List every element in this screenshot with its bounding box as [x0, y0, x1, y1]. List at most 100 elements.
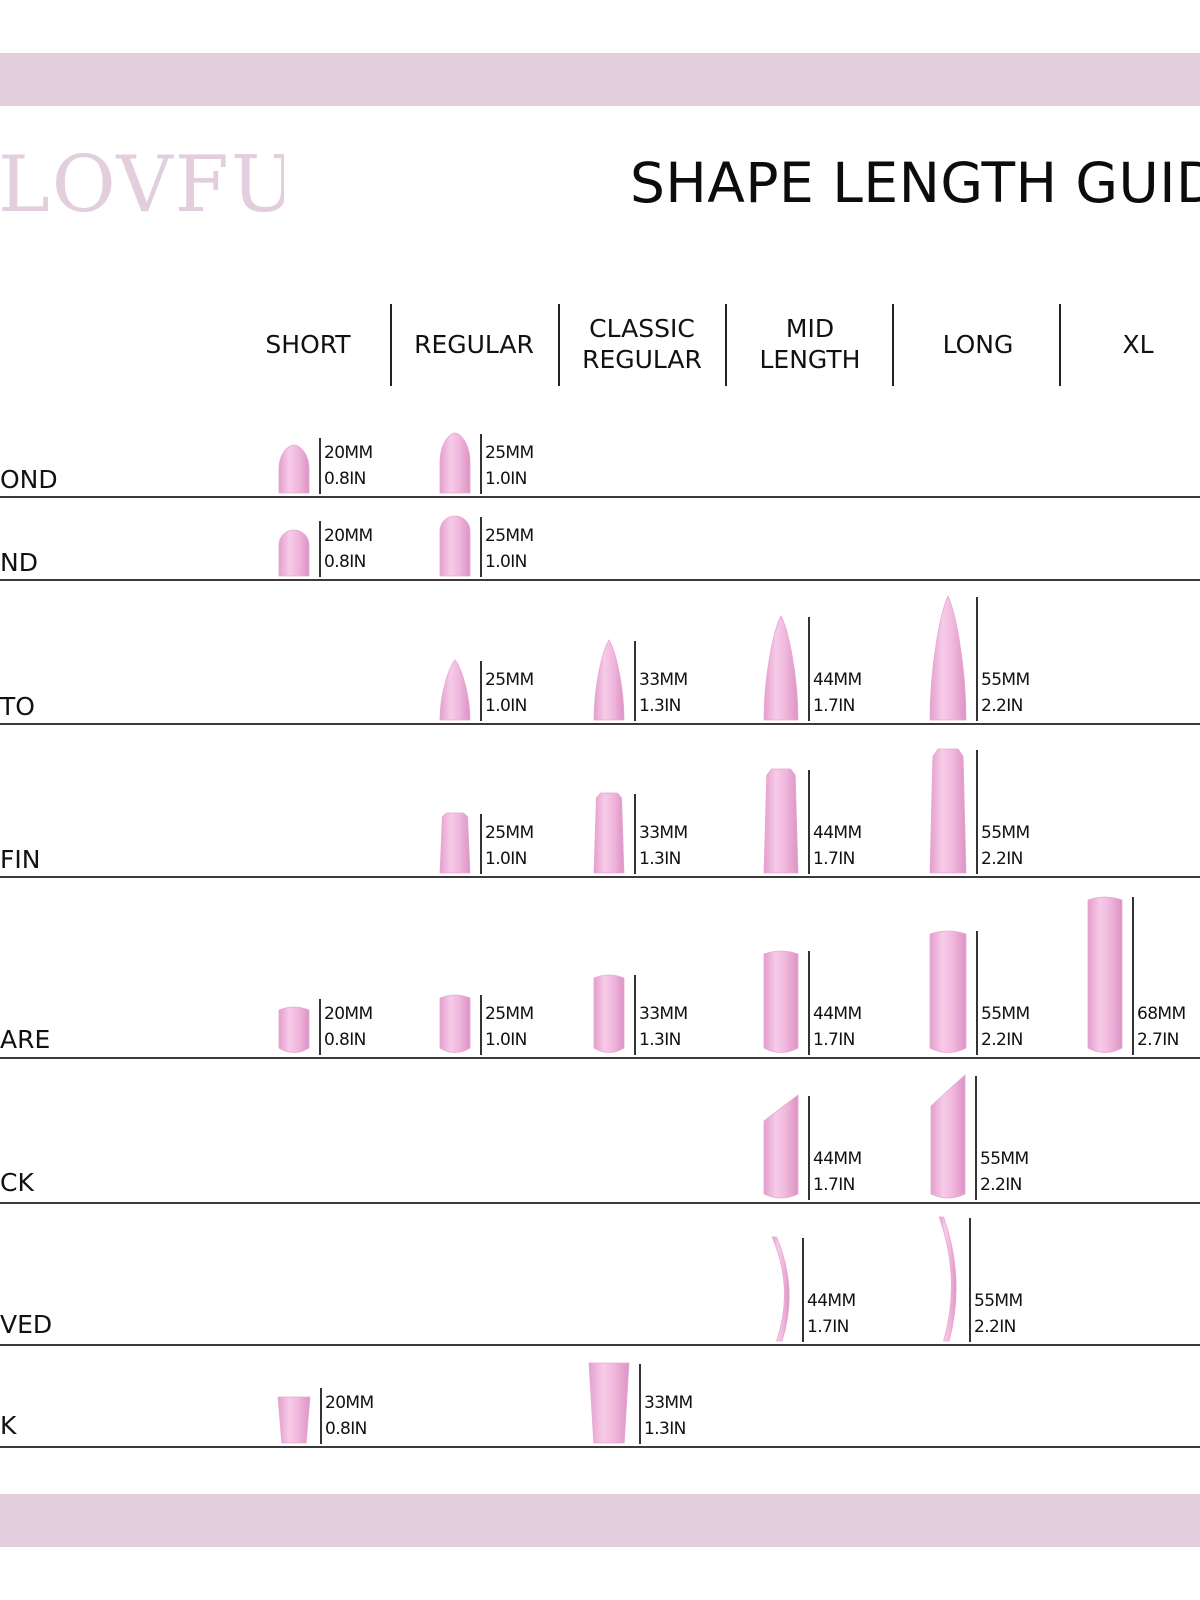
length-tick	[808, 951, 810, 1055]
length-tick	[808, 770, 810, 874]
row-divider	[0, 723, 1200, 725]
size-mm: 55MM	[981, 823, 1030, 843]
size-in: 1.7IN	[813, 1030, 855, 1050]
top-decor-band	[0, 53, 1200, 106]
row-divider	[0, 1446, 1200, 1448]
nail-round-icon	[278, 529, 310, 577]
row-label-curved: VED	[0, 1310, 53, 1339]
length-tick	[634, 975, 636, 1055]
nail-slanted-icon	[930, 1074, 966, 1199]
size-mm: 20MM	[324, 526, 373, 546]
size-mm: 55MM	[981, 670, 1030, 690]
length-tick	[808, 617, 810, 721]
nail-tapered-icon	[588, 1362, 630, 1444]
nail-round-icon	[439, 515, 471, 577]
length-tick	[639, 1364, 641, 1444]
size-mm: 44MM	[813, 670, 862, 690]
length-tick	[319, 438, 321, 494]
row-divider	[0, 1202, 1200, 1204]
nail-slanted-icon	[763, 1094, 799, 1199]
size-mm: 25MM	[485, 526, 534, 546]
size-in: 2.2IN	[981, 849, 1023, 869]
size-in: 1.3IN	[639, 849, 681, 869]
size-in: 2.7IN	[1137, 1030, 1179, 1050]
size-mm: 55MM	[974, 1291, 1023, 1311]
length-tick	[634, 794, 636, 874]
length-tick	[480, 517, 482, 577]
size-in: 2.2IN	[981, 1030, 1023, 1050]
size-mm: 25MM	[485, 1004, 534, 1024]
brand-logo-mark: LOVFUL	[0, 140, 350, 230]
size-mm: 20MM	[324, 443, 373, 463]
row-label-almond: OND	[0, 465, 58, 494]
nail-almond-icon	[439, 432, 471, 494]
length-tick	[480, 434, 482, 494]
size-mm: 33MM	[644, 1393, 693, 1413]
nail-square-icon	[278, 1006, 310, 1053]
column-divider	[558, 304, 560, 386]
nail-square-icon	[763, 950, 799, 1053]
size-in: 0.8IN	[324, 552, 366, 572]
row-divider	[0, 579, 1200, 581]
brand-logo: LOVFUL	[0, 118, 350, 236]
length-tick	[969, 1218, 971, 1342]
row-divider	[0, 496, 1200, 498]
size-mm: 25MM	[485, 670, 534, 690]
row-label-tapered: K	[0, 1411, 17, 1440]
nail-square-icon	[1087, 896, 1123, 1053]
row-label-square: ARE	[0, 1025, 51, 1054]
size-in: 1.3IN	[639, 1030, 681, 1050]
nail-coffin-icon	[929, 748, 967, 874]
nail-curved-icon	[771, 1236, 790, 1342]
column-header: LONG	[942, 329, 1014, 359]
nail-square-icon	[929, 930, 967, 1053]
nail-stiletto-icon	[929, 595, 967, 721]
size-in: 1.7IN	[813, 849, 855, 869]
length-tick	[1132, 897, 1134, 1055]
size-mm: 20MM	[325, 1393, 374, 1413]
nail-almond-icon	[278, 444, 310, 494]
nail-tapered-icon	[277, 1396, 311, 1444]
row-label-coffin: FIN	[0, 845, 41, 874]
column-header: CLASSIC REGULAR	[582, 314, 702, 374]
size-mm: 44MM	[813, 1149, 862, 1169]
size-in: 2.2IN	[974, 1317, 1016, 1337]
size-mm: 33MM	[639, 823, 688, 843]
size-mm: 55MM	[980, 1149, 1029, 1169]
size-in: 1.0IN	[485, 696, 527, 716]
size-in: 1.3IN	[644, 1419, 686, 1439]
size-in: 0.8IN	[325, 1419, 367, 1439]
size-in: 1.0IN	[485, 552, 527, 572]
size-in: 1.7IN	[807, 1317, 849, 1337]
length-tick	[480, 814, 482, 874]
size-in: 1.3IN	[639, 696, 681, 716]
nail-curved-icon	[938, 1216, 957, 1342]
length-tick	[975, 1076, 977, 1200]
row-divider	[0, 1057, 1200, 1059]
column-divider	[390, 304, 392, 386]
nail-square-icon	[593, 974, 625, 1053]
nail-stiletto-icon	[439, 659, 471, 721]
size-in: 0.8IN	[324, 469, 366, 489]
size-mm: 68MM	[1137, 1004, 1186, 1024]
length-tick	[802, 1238, 804, 1342]
size-mm: 33MM	[639, 1004, 688, 1024]
size-mm: 55MM	[981, 1004, 1030, 1024]
size-in: 2.2IN	[981, 696, 1023, 716]
size-mm: 25MM	[485, 823, 534, 843]
row-divider	[0, 876, 1200, 878]
size-in: 1.7IN	[813, 696, 855, 716]
length-tick	[480, 995, 482, 1055]
nail-stiletto-icon	[593, 639, 625, 721]
nail-coffin-icon	[593, 792, 625, 874]
length-tick	[634, 641, 636, 721]
size-in: 1.0IN	[485, 469, 527, 489]
row-label-slanted: CK	[0, 1168, 34, 1197]
column-divider	[1059, 304, 1061, 386]
nail-stiletto-icon	[763, 615, 799, 721]
size-in: 1.0IN	[485, 849, 527, 869]
size-in: 0.8IN	[324, 1030, 366, 1050]
size-mm: 25MM	[485, 443, 534, 463]
size-mm: 20MM	[324, 1004, 373, 1024]
column-divider	[725, 304, 727, 386]
